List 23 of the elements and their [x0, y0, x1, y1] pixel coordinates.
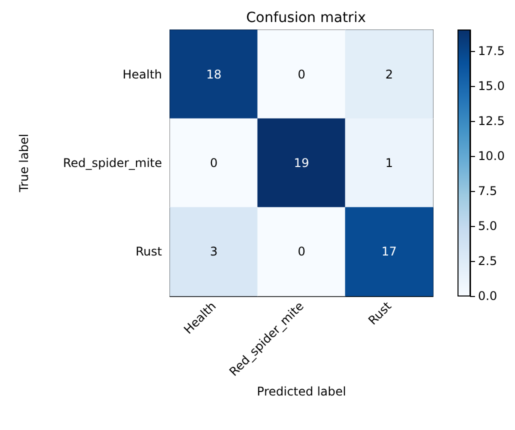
data-label: 19 — [294, 156, 310, 170]
data-label: 1 — [385, 156, 393, 170]
data-label: 0 — [298, 244, 306, 259]
color-bar-label: 5.0 — [478, 219, 498, 233]
data-label: 0 — [210, 156, 218, 170]
data-label: 3 — [210, 244, 218, 259]
data-label: 17 — [382, 244, 397, 259]
color-bar-label: 15.0 — [478, 79, 505, 93]
data-label: 0 — [298, 67, 306, 82]
y-tick-label: Health — [122, 67, 162, 82]
x-axis-title: Predicted label — [256, 384, 346, 398]
y-tick-label: Rust — [136, 244, 162, 259]
color-bar-label: 2.5 — [478, 254, 498, 268]
color-bar-label: 12.5 — [478, 114, 505, 128]
color-bar-label: 7.5 — [478, 184, 498, 198]
color-bar-label: 10.0 — [478, 149, 505, 163]
color-bar-label: 17.5 — [478, 44, 505, 58]
color-bar-label: 0.0 — [478, 289, 498, 303]
y-tick-label: Red_spider_mite — [62, 156, 162, 170]
y-axis-title: True label — [17, 134, 31, 194]
chart-title: Confusion matrix — [246, 10, 366, 26]
data-label: 2 — [385, 67, 393, 82]
data-label: 18 — [206, 67, 222, 82]
